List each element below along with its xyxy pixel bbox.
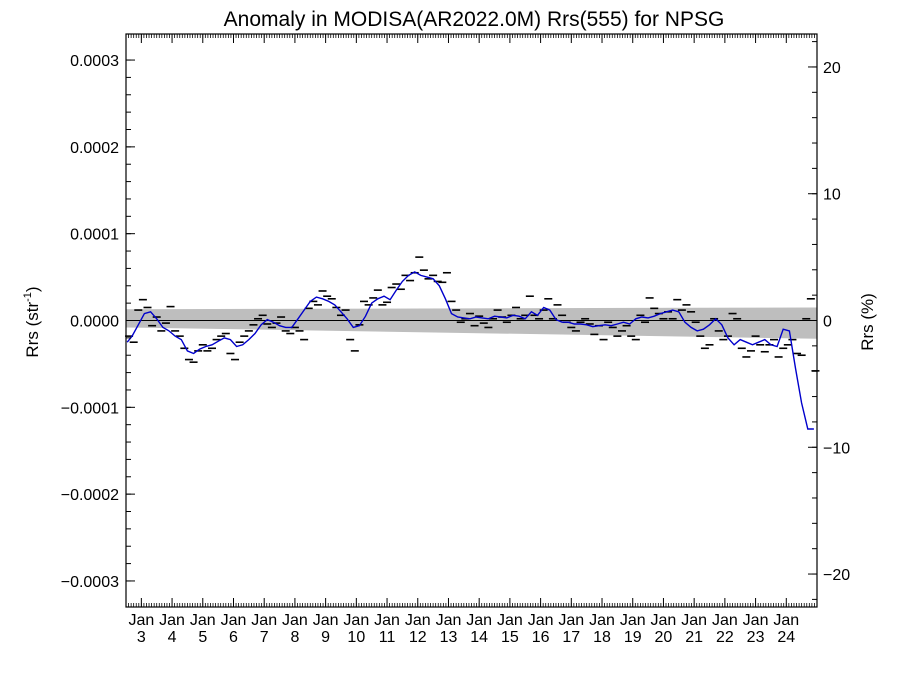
right-y-tick-label: 0 — [823, 314, 832, 331]
x-tick-label-year: 23 — [747, 629, 765, 646]
x-tick-label-year: 7 — [260, 629, 269, 646]
x-tick-label-year: 22 — [716, 629, 734, 646]
left-y-tick-label: 0.0002 — [70, 140, 119, 157]
y-axis-label-left-close: ) — [23, 286, 42, 292]
left-y-tick-label: 0.0003 — [70, 53, 119, 70]
x-tick-label-year: 21 — [685, 629, 703, 646]
x-axis: Jan3Jan4Jan5Jan6Jan7Jan8Jan9Jan10Jan11Ja… — [125, 34, 818, 646]
left-y-axis: 0.0003 0.0002 0.0001 0.0000 −0.0001 −0.0002 −0… — [61, 53, 135, 591]
x-tick-label-month: Jan — [282, 612, 308, 629]
right-y-tick-label: 20 — [823, 60, 841, 77]
x-tick-label-year: 14 — [470, 629, 488, 646]
x-tick-label-month: Jan — [528, 612, 554, 629]
x-tick-label-month: Jan — [773, 612, 799, 629]
x-tick-label-year: 10 — [347, 629, 365, 646]
x-tick-label-year: 19 — [624, 629, 642, 646]
x-tick-label-month: Jan — [251, 612, 277, 629]
x-tick-label-year: 11 — [379, 629, 396, 646]
x-tick-label-year: 12 — [409, 629, 427, 646]
left-y-tick-label: −0.0002 — [61, 487, 119, 504]
right-y-axis: 20 10 0 −10 −20 — [808, 41, 850, 600]
x-tick-label-month: Jan — [497, 612, 523, 629]
right-y-tick-label: −10 — [823, 440, 850, 457]
right-y-tick-label: 10 — [823, 187, 841, 204]
left-y-tick-label: −0.0001 — [61, 400, 119, 417]
x-tick-label-year: 17 — [562, 629, 580, 646]
x-tick-label-year: 24 — [777, 629, 795, 646]
x-tick-label-month: Jan — [374, 612, 400, 629]
x-tick-label-month: Jan — [128, 612, 154, 629]
x-tick-label-year: 5 — [198, 629, 207, 646]
y-axis-label-right: Rrs (%) — [858, 293, 877, 351]
y-axis-label-left: Rrs (str-1) — [22, 286, 42, 357]
x-tick-label-month: Jan — [313, 612, 339, 629]
x-tick-label-month: Jan — [436, 612, 462, 629]
x-tick-label-month: Jan — [651, 612, 677, 629]
x-tick-label-year: 16 — [532, 629, 550, 646]
x-tick-label-month: Jan — [466, 612, 492, 629]
x-tick-label-month: Jan — [743, 612, 769, 629]
y-axis-label-left-superscript: -1 — [22, 292, 34, 302]
x-tick-label-year: 15 — [501, 629, 519, 646]
x-tick-label-month: Jan — [190, 612, 216, 629]
x-tick-label-month: Jan — [589, 612, 615, 629]
x-tick-label-month: Jan — [221, 612, 247, 629]
x-tick-label-year: 20 — [655, 629, 673, 646]
x-tick-label-year: 9 — [321, 629, 330, 646]
x-tick-label-year: 6 — [229, 629, 238, 646]
chart-title: Anomaly in MODISA(AR2022.0M) Rrs(555) fo… — [224, 8, 725, 31]
x-tick-label-year: 8 — [290, 629, 299, 646]
left-y-tick-label: 0.0001 — [70, 227, 119, 244]
x-tick-label-month: Jan — [405, 612, 431, 629]
x-tick-label-month: Jan — [159, 612, 185, 629]
smoothed-series-line — [126, 271, 814, 430]
x-tick-label-year: 4 — [168, 629, 177, 646]
left-y-tick-label: −0.0003 — [61, 574, 119, 591]
x-tick-label-month: Jan — [343, 612, 369, 629]
x-tick-label-month: Jan — [558, 612, 584, 629]
x-tick-label-month: Jan — [681, 612, 707, 629]
x-tick-label-month: Jan — [712, 612, 738, 629]
x-tick-label-month: Jan — [620, 612, 646, 629]
x-tick-label-year: 3 — [137, 629, 146, 646]
smoothed-line-layer — [126, 271, 814, 430]
x-tick-label-year: 13 — [440, 629, 458, 646]
right-y-tick-label: −20 — [823, 567, 850, 584]
x-tick-label-year: 18 — [593, 629, 611, 646]
left-y-tick-label: 0.0000 — [70, 314, 119, 331]
